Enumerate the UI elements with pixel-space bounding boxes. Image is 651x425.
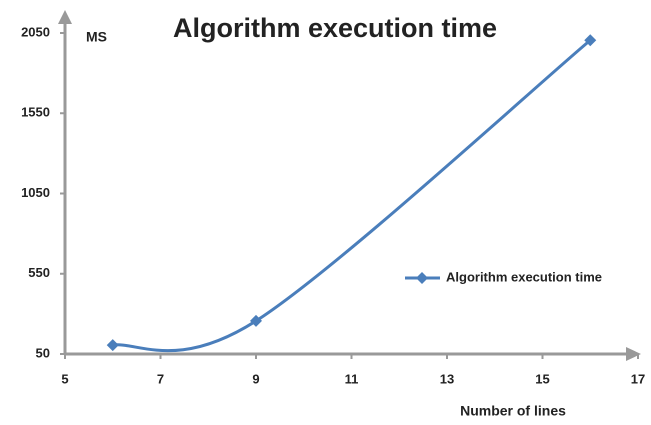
y-tick-label: 2050 [21,24,50,39]
x-tick-label: 5 [61,371,68,386]
x-tick-label: 9 [252,371,259,386]
y-axis-arrow [58,10,72,24]
x-axis-arrow [626,347,641,361]
y-tick-label: 1550 [21,105,50,120]
legend-marker [416,272,428,284]
chart-title: Algorithm execution time [173,13,497,43]
y-tick-label: 1050 [21,185,50,200]
y-axis-label: MS [86,29,107,45]
x-axis-label: Number of lines [460,403,566,419]
point [250,314,262,327]
point [584,34,597,47]
x-tick-label: 11 [345,371,359,386]
legend-label: Algorithm execution time [446,269,602,284]
y-tick-label: 50 [36,345,50,360]
x-tick-label: 7 [157,371,164,386]
x-tick-label: 13 [440,371,454,386]
line [112,39,592,353]
y-tick-label: 550 [28,265,50,280]
point [106,339,119,352]
x-tick-label: 15 [535,371,549,386]
x-tick-label: 17 [631,371,645,386]
